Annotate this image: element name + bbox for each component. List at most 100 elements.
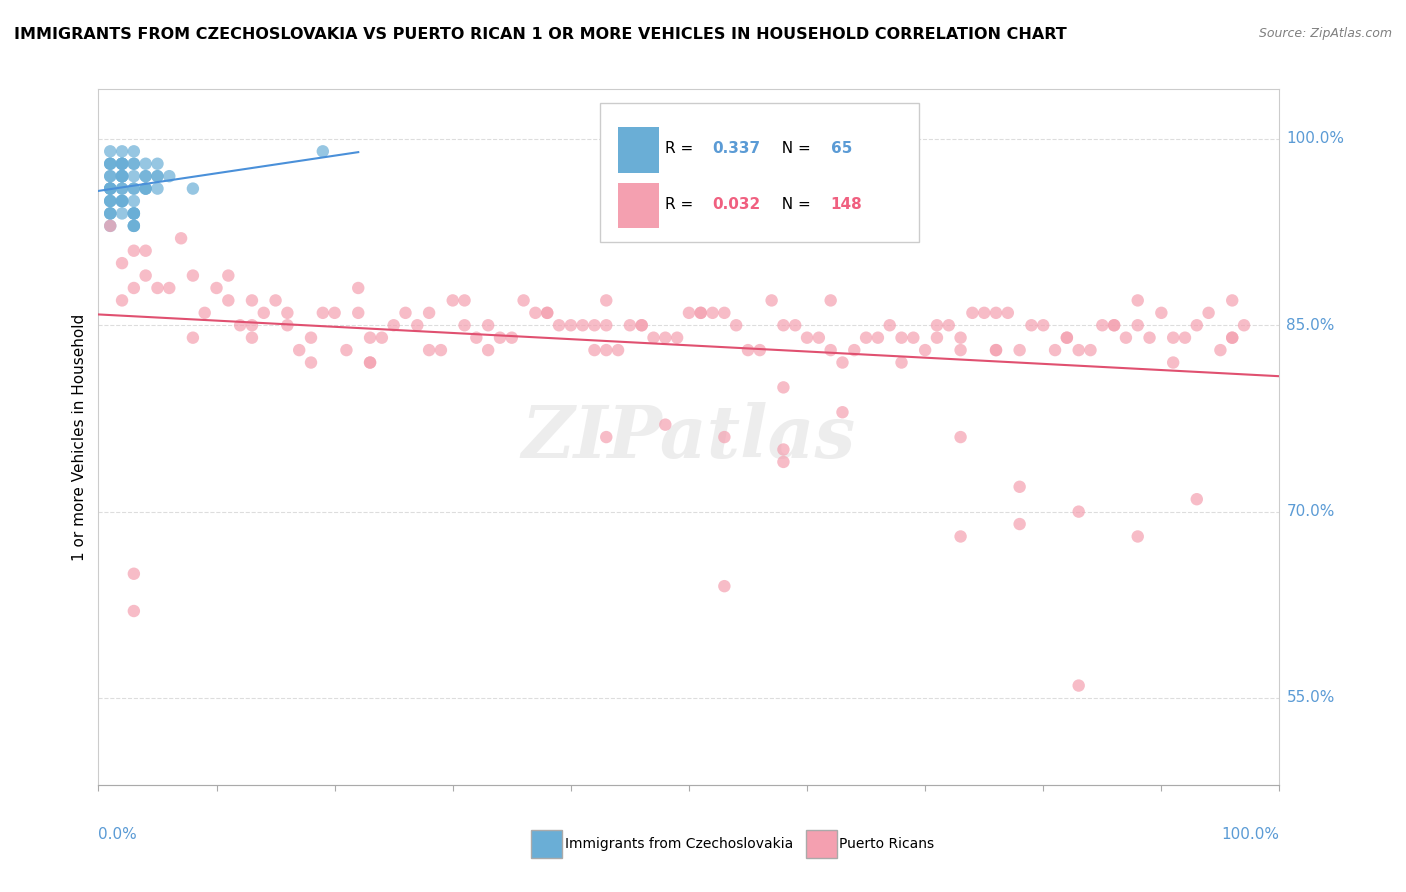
Text: R =: R =: [665, 141, 699, 156]
Point: [312, 145, 335, 159]
Point: [453, 293, 475, 308]
Point: [98, 181, 121, 195]
Point: [111, 157, 134, 171]
Point: [890, 331, 912, 345]
Point: [1185, 492, 1208, 507]
Point: [276, 318, 298, 333]
Point: [1056, 331, 1078, 345]
Point: [111, 169, 134, 184]
Point: [98, 206, 121, 220]
Point: [903, 331, 925, 345]
Point: [1032, 318, 1054, 333]
Point: [135, 169, 157, 184]
Point: [1220, 331, 1243, 345]
Point: [984, 343, 1007, 358]
Point: [359, 355, 381, 369]
Point: [1008, 517, 1031, 532]
Point: [418, 306, 440, 320]
Point: [737, 343, 759, 358]
Point: [359, 331, 381, 345]
Point: [713, 579, 735, 593]
Point: [962, 306, 984, 320]
Text: 65: 65: [831, 141, 852, 156]
Point: [111, 169, 134, 184]
Point: [949, 430, 972, 444]
Point: [890, 355, 912, 369]
Point: [111, 194, 134, 208]
Point: [122, 181, 145, 195]
Point: [453, 318, 475, 333]
Point: [299, 331, 322, 345]
Point: [666, 331, 689, 345]
Point: [135, 181, 157, 195]
Point: [477, 343, 499, 358]
Point: [583, 343, 606, 358]
FancyBboxPatch shape: [600, 103, 920, 243]
Point: [98, 219, 121, 233]
Point: [98, 194, 121, 208]
Point: [713, 430, 735, 444]
Point: [1115, 331, 1137, 345]
Point: [772, 380, 794, 394]
Point: [418, 343, 440, 358]
Point: [111, 194, 134, 208]
Point: [194, 306, 217, 320]
Point: [122, 219, 145, 233]
Point: [1067, 505, 1090, 519]
FancyBboxPatch shape: [619, 128, 659, 173]
Point: [111, 169, 134, 184]
Point: [1102, 318, 1125, 333]
Point: [1043, 343, 1066, 358]
Point: [1102, 318, 1125, 333]
Point: [654, 331, 676, 345]
Point: [489, 331, 512, 345]
Point: [1198, 306, 1220, 320]
Point: [571, 318, 593, 333]
Point: [240, 331, 263, 345]
Point: [359, 355, 381, 369]
Point: [181, 181, 204, 195]
Point: [595, 430, 617, 444]
Point: [122, 206, 145, 220]
Point: [772, 318, 794, 333]
Point: [772, 442, 794, 457]
Text: Puerto Ricans: Puerto Ricans: [839, 837, 935, 851]
Point: [111, 256, 134, 270]
Point: [689, 306, 711, 320]
Point: [619, 318, 641, 333]
Point: [973, 306, 995, 320]
Point: [371, 331, 394, 345]
Point: [441, 293, 464, 308]
Point: [785, 318, 807, 333]
Point: [122, 219, 145, 233]
Text: 0.032: 0.032: [713, 196, 761, 211]
Point: [111, 145, 134, 159]
Point: [111, 194, 134, 208]
Point: [796, 331, 818, 345]
Point: [146, 281, 169, 295]
Point: [1220, 293, 1243, 308]
Text: Source: ZipAtlas.com: Source: ZipAtlas.com: [1258, 27, 1392, 40]
Text: R =: R =: [665, 196, 699, 211]
Point: [997, 306, 1019, 320]
Text: IMMIGRANTS FROM CZECHOSLOVAKIA VS PUERTO RICAN 1 OR MORE VEHICLES IN HOUSEHOLD C: IMMIGRANTS FROM CZECHOSLOVAKIA VS PUERTO…: [14, 27, 1067, 42]
Point: [323, 306, 346, 320]
Point: [98, 145, 121, 159]
Point: [98, 169, 121, 184]
Point: [949, 529, 972, 543]
Point: [111, 194, 134, 208]
Point: [984, 343, 1007, 358]
Point: [1161, 355, 1184, 369]
Point: [122, 206, 145, 220]
Point: [111, 293, 134, 308]
Point: [122, 219, 145, 233]
Point: [761, 293, 783, 308]
Point: [1080, 343, 1102, 358]
Point: [122, 604, 145, 618]
Point: [111, 169, 134, 184]
Point: [1233, 318, 1256, 333]
Point: [1008, 480, 1031, 494]
Point: [288, 343, 311, 358]
Text: 0.0%: 0.0%: [98, 827, 138, 842]
Point: [98, 194, 121, 208]
